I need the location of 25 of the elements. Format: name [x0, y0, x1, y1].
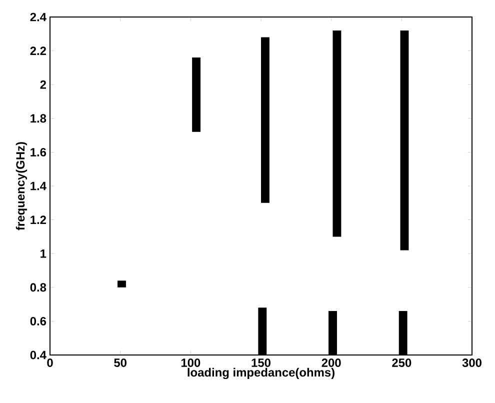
- y-tick-label: 1: [40, 249, 46, 258]
- y-tick-label: 0.6: [30, 316, 46, 326]
- x-tick-label: 250: [392, 358, 412, 367]
- x-tick-label: 0: [47, 358, 53, 367]
- x-tick-label: 300: [462, 358, 482, 368]
- y-tick-label: 1.4: [30, 182, 46, 190]
- x-tick-label: 50: [114, 358, 126, 367]
- x-axis-title: loading impedance(ohms): [188, 368, 334, 380]
- bar: [332, 30, 342, 237]
- x-tick-label: 150: [252, 358, 270, 367]
- bar: [118, 280, 126, 288]
- y-tick-label: 2.2: [30, 46, 46, 55]
- bar: [261, 37, 270, 203]
- bar: [400, 30, 409, 250]
- y-tick-label: 2: [40, 80, 46, 89]
- y-tick-label: 2.4: [30, 12, 46, 22]
- x-tick-label: 200: [322, 358, 341, 367]
- y-tick-label: 0.4: [30, 350, 46, 360]
- bar: [192, 58, 201, 132]
- x-tick-label: 100: [181, 358, 200, 367]
- y-axis-title: frequency(GHz): [16, 142, 28, 230]
- y-tick-label: 0.8: [30, 283, 46, 292]
- y-tick-label: 1.8: [30, 114, 46, 123]
- y-tick-label: 1.6: [30, 148, 46, 156]
- y-tick-label: 1.2: [30, 216, 46, 224]
